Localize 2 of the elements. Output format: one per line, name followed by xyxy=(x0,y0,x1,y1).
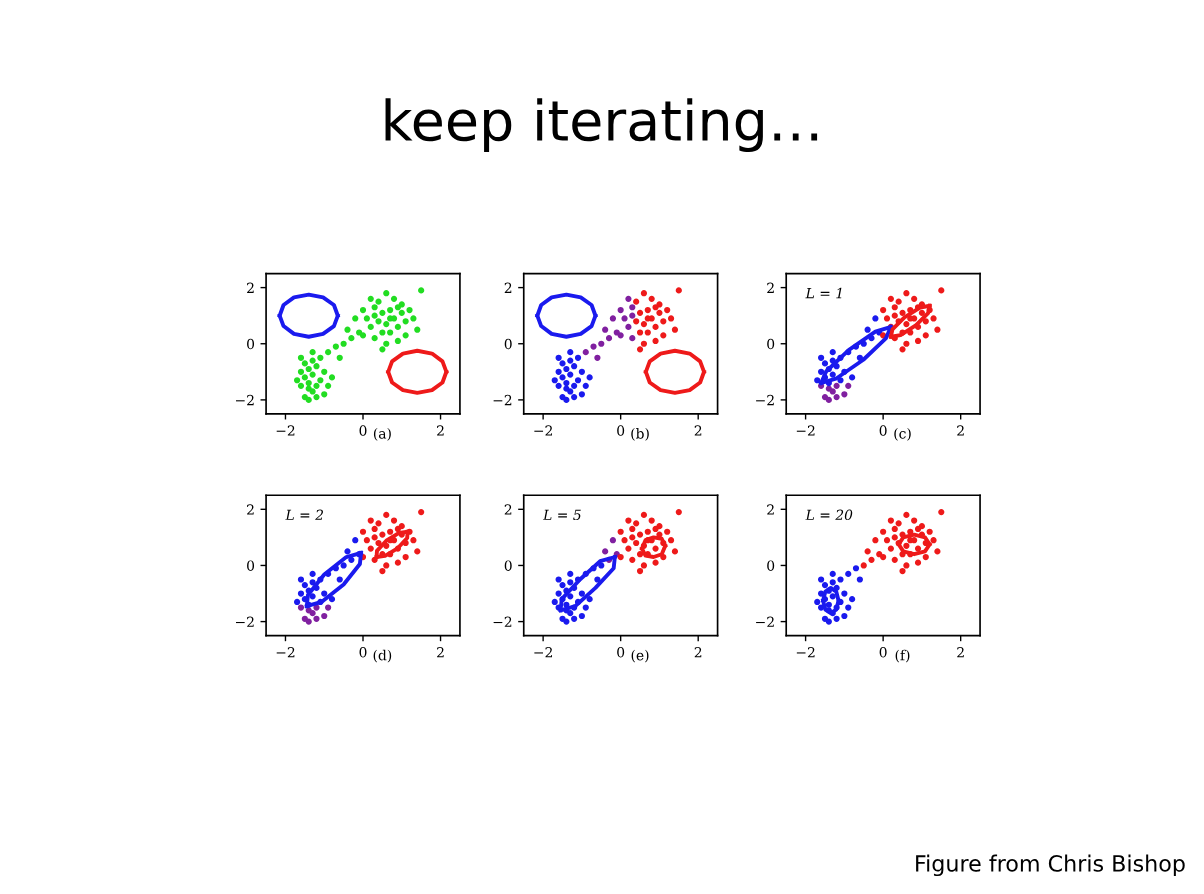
text: Figure from Chris Bishop xyxy=(916,854,1185,877)
text: keep iterating… xyxy=(385,98,818,153)
